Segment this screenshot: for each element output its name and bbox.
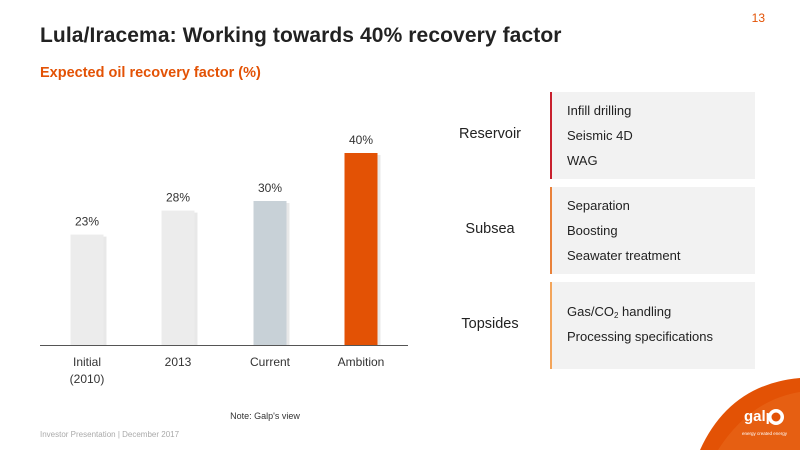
logo-swoosh bbox=[718, 392, 800, 450]
slide-title: Lula/Iracema: Working towards 40% recove… bbox=[40, 24, 562, 47]
x-tick-label: Initial bbox=[73, 355, 101, 369]
group-label-reservoir: Reservoir bbox=[458, 126, 522, 142]
recovery-factor-bar-chart: 23% Initial (2010) 28% 2013 30% Current 40% Ambi… bbox=[40, 133, 408, 386]
bar bbox=[70, 234, 104, 345]
group-panel-subsea: Separation Boosting Seawater treatment bbox=[550, 187, 755, 274]
galp-logo: galp energy created energy bbox=[700, 378, 800, 450]
group-label-subsea: Subsea bbox=[465, 221, 515, 237]
group-panel-reservoir: Infill drilling Seismic 4D WAG bbox=[550, 92, 755, 179]
x-tick-label: Current bbox=[250, 355, 291, 369]
data-label: 28% bbox=[166, 191, 190, 205]
x-tick-label: Ambition bbox=[338, 355, 385, 369]
list-item: WAG bbox=[567, 153, 598, 168]
list-item: Gas/CO2 handling bbox=[567, 304, 672, 320]
bar bbox=[253, 201, 287, 345]
list-item: Seismic 4D bbox=[567, 128, 633, 143]
bar bbox=[344, 153, 378, 345]
data-label: 40% bbox=[349, 133, 373, 147]
group-label-topsides: Topsides bbox=[461, 316, 519, 332]
data-label: 23% bbox=[75, 215, 99, 229]
logo-emblem-core-icon bbox=[771, 412, 781, 422]
list-item: Boosting bbox=[567, 223, 618, 238]
footer-text: Investor Presentation | December 2017 bbox=[40, 430, 180, 439]
list-item: Infill drilling bbox=[567, 103, 632, 118]
chart-note: Note: Galp's view bbox=[230, 411, 300, 421]
x-tick-label: (2010) bbox=[70, 372, 105, 386]
page-number: 13 bbox=[751, 11, 765, 25]
logo-wordmark: galp bbox=[744, 408, 775, 425]
bar bbox=[161, 210, 195, 345]
group-panel-topsides: Gas/CO2 handling Processing specificatio… bbox=[550, 282, 755, 369]
x-tick-label: 2013 bbox=[165, 355, 192, 369]
list-item: Processing specifications bbox=[567, 329, 713, 344]
list-item: Separation bbox=[567, 198, 630, 213]
list-item: Seawater treatment bbox=[567, 248, 681, 263]
logo-tagline: energy created energy bbox=[742, 431, 788, 436]
chart-title: Expected oil recovery factor (%) bbox=[40, 65, 261, 81]
data-label: 30% bbox=[258, 181, 282, 195]
